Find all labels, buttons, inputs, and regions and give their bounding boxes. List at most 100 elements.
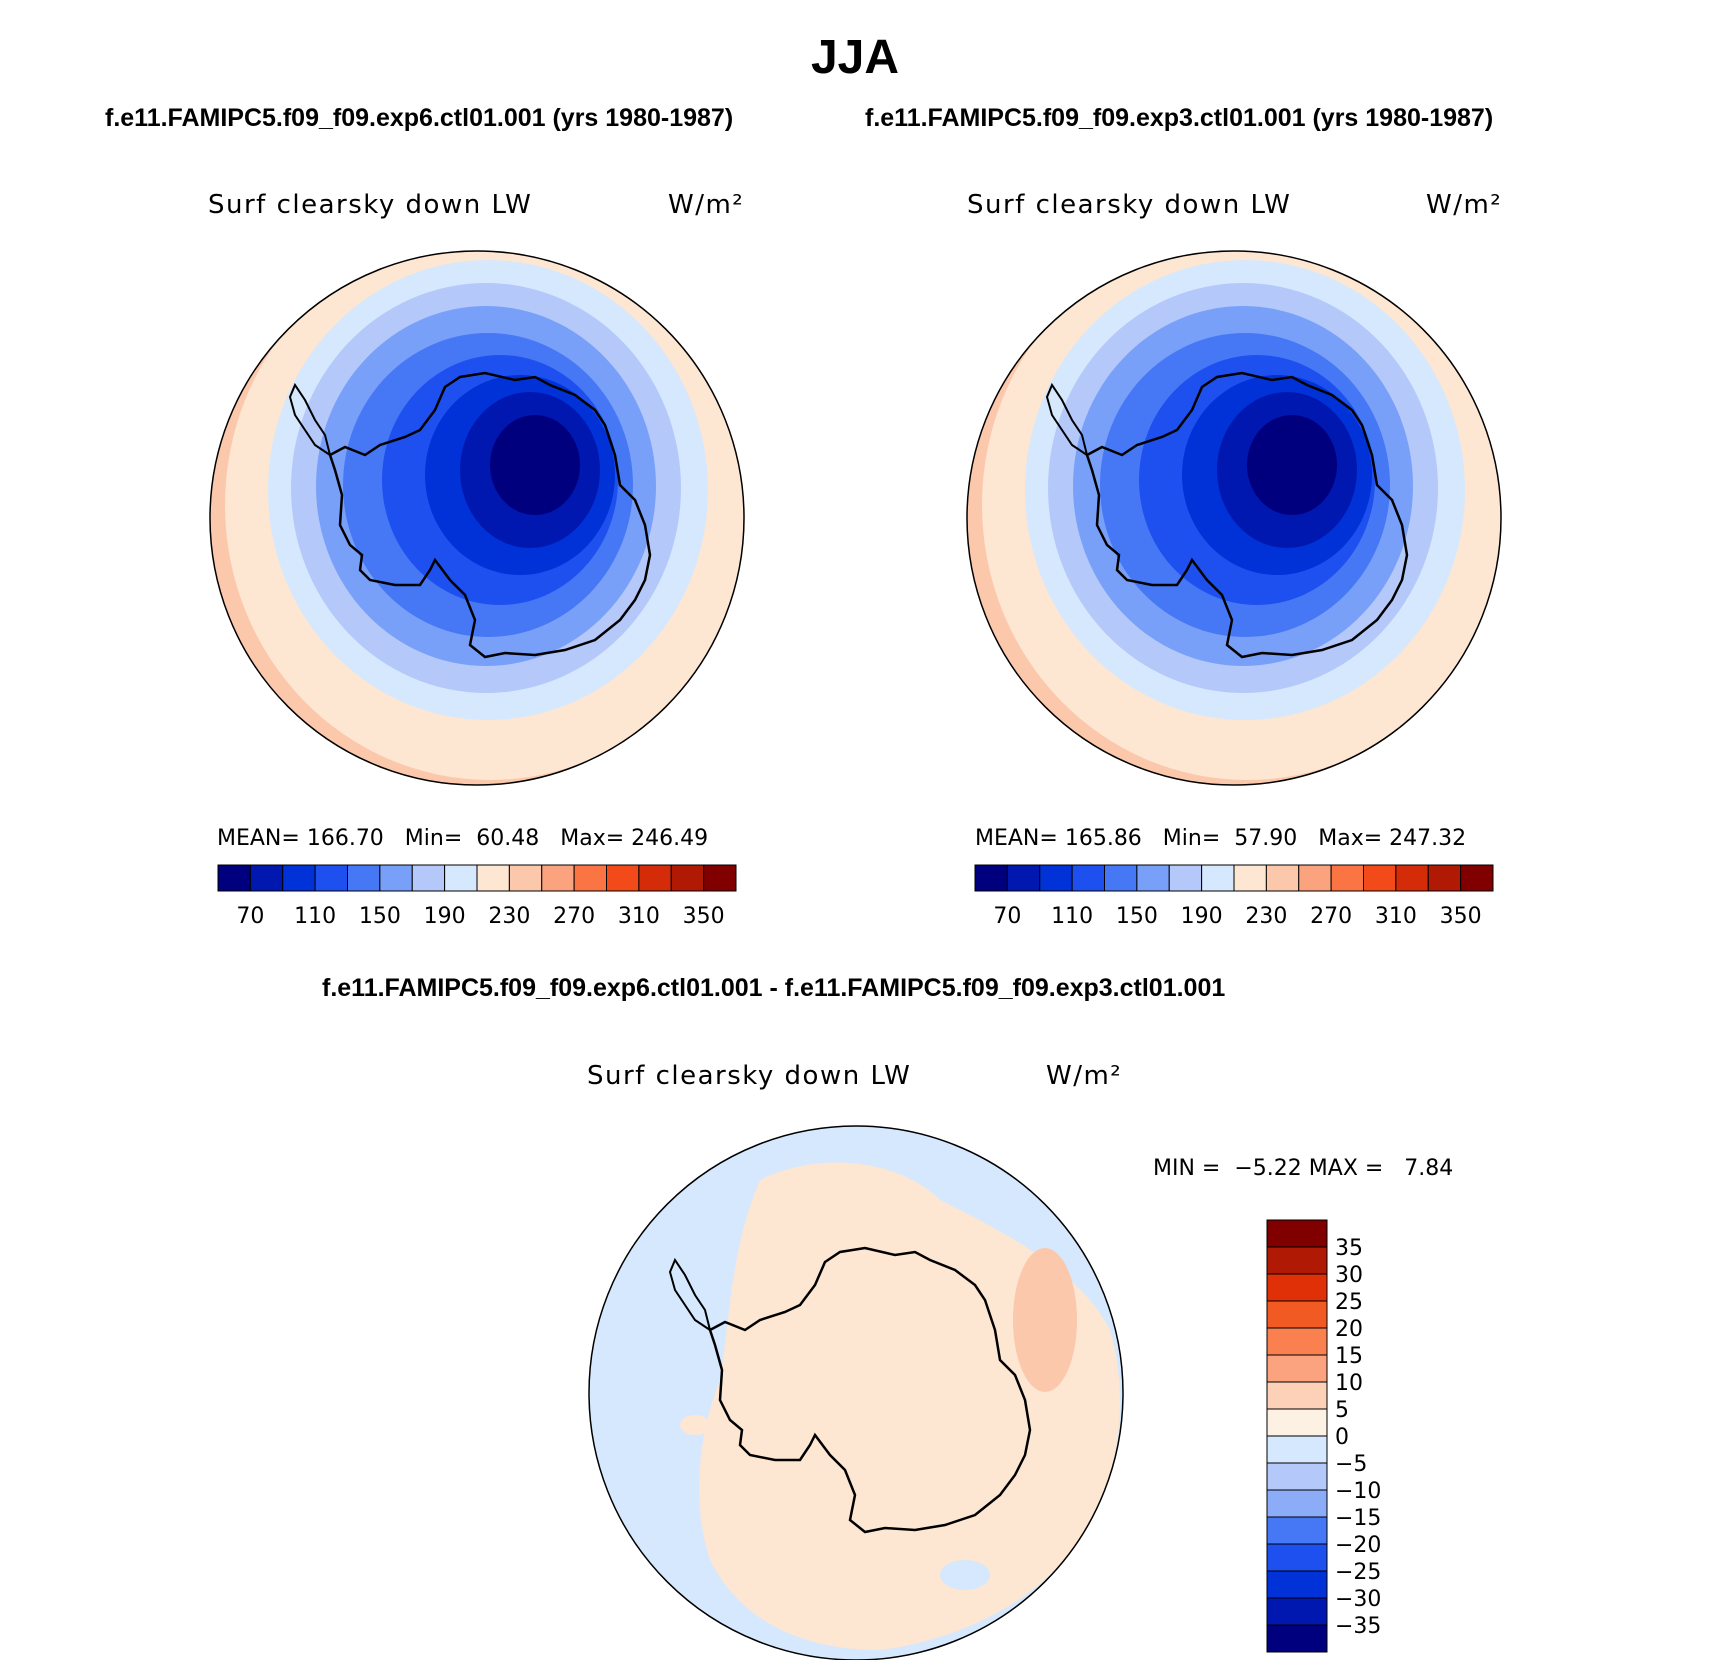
difference-colorbar-swatch (1266, 1597, 1328, 1626)
difference-colorbar-swatch (1266, 1516, 1328, 1545)
panel-1-colorbar-swatch (638, 864, 672, 892)
panel-1-colorbar-swatch (444, 864, 478, 892)
difference-colorbar-swatch (1266, 1462, 1328, 1491)
panel-2-colorbar-label: 70 (993, 904, 1021, 929)
panel-2-colorbar: 70 110 150 190 230 270 310 350 (974, 864, 1494, 929)
panel-2-colorbar-swatch (1363, 864, 1397, 892)
panel-2-colorbar-label: 110 (1051, 904, 1093, 929)
panel-2-mean-label: MEAN= (975, 826, 1058, 851)
panel-1-colorbar-label: 190 (424, 904, 466, 929)
panel-1-colorbar: 70 110 150 190 230 270 310 350 (217, 864, 737, 929)
difference-colorbar-swatch (1266, 1327, 1328, 1356)
difference-min-max: MIN = −5.22 MAX = 7.84 (1153, 1156, 1453, 1181)
panel-2-max-value: 247.32 (1389, 826, 1467, 851)
difference-colorbar-swatch (1266, 1273, 1328, 1302)
difference-min-label: MIN = (1153, 1156, 1221, 1181)
panel-2-colorbar-swatch (1330, 864, 1364, 892)
panel-1-colorbar-swatch (249, 864, 284, 892)
panel-1-colorbar-label: 310 (618, 904, 660, 929)
panel-1-colorbar-swatch (476, 864, 510, 892)
difference-max-label: MAX = (1308, 1156, 1384, 1181)
panel-2-colorbar-swatch (1039, 864, 1073, 892)
difference-colorbar-swatch (1266, 1624, 1328, 1653)
difference-colorbar-label: −25 (1335, 1560, 1381, 1585)
panel-2-min-value: 57.90 (1234, 826, 1298, 851)
panel-1-colorbar-swatch (670, 864, 705, 892)
panel-2-colorbar-swatch (1104, 864, 1138, 892)
difference-colorbar-label: −30 (1335, 1587, 1381, 1612)
panel-1-colorbar-label: 70 (236, 904, 264, 929)
difference-colorbar-label: −15 (1335, 1506, 1381, 1531)
panel-2-min-label: Min= (1162, 826, 1221, 851)
main-title: JJA (810, 31, 900, 84)
difference-colorbar-swatch (1266, 1408, 1328, 1437)
panel-2-mean-value: 165.86 (1064, 826, 1142, 851)
difference-colorbar-swatch (1266, 1300, 1328, 1329)
panel-1-colorbar-swatch (379, 864, 413, 892)
difference-colorbar-label: 5 (1335, 1398, 1349, 1423)
panel-1-colorbar-label: 350 (683, 904, 725, 929)
difference-colorbar-swatch (1266, 1543, 1328, 1572)
difference-colorbar-label: −5 (1335, 1452, 1367, 1477)
panel-1-colorbar-swatch (573, 864, 607, 892)
panel-1-colorbar-swatch (508, 864, 543, 892)
panel-2-colorbar-swatch (1298, 864, 1332, 892)
panel-2-colorbar-label: 150 (1116, 904, 1158, 929)
panel-2-colorbar-swatch (1233, 864, 1267, 892)
panel-1-colorbar-label: 110 (294, 904, 336, 929)
panel-2-colorbar-swatch (974, 864, 1008, 892)
panel-2-colorbar-label: 310 (1375, 904, 1417, 929)
panel-1-colorbar-label: 270 (553, 904, 595, 929)
panel-1-map-border (209, 250, 745, 786)
panel-1-colorbar-swatch (606, 864, 640, 892)
panel-2-units: W/m² (1426, 190, 1503, 220)
panel-1-variable-name: Surf clearsky down LW (208, 190, 533, 220)
difference-units: W/m² (1046, 1061, 1123, 1091)
panel-1-colorbar-label: 230 (488, 904, 530, 929)
difference-colorbar-label: 30 (1335, 1263, 1363, 1288)
panel-2-variable-name: Surf clearsky down LW (967, 190, 1292, 220)
panel-1-stats: MEAN= 166.70 Min= 60.48 Max= 246.49 (217, 826, 708, 851)
difference-colorbar-swatch (1266, 1435, 1328, 1464)
panel-2-colorbar-label: 350 (1440, 904, 1482, 929)
panel-1-colorbar-label: 150 (359, 904, 401, 929)
difference-map (589, 1126, 1123, 1660)
difference-colorbar-label: −10 (1335, 1479, 1381, 1504)
difference-colorbar-swatch (1266, 1354, 1328, 1383)
difference-colorbar-label: 15 (1335, 1344, 1363, 1369)
panel-1-mean-value: 166.70 (306, 826, 384, 851)
panel-2-colorbar-swatch (1395, 864, 1429, 892)
panel-2-colorbar-label: 190 (1181, 904, 1223, 929)
difference-colorbar-label: 0 (1335, 1425, 1349, 1450)
difference-colorbar-swatch (1266, 1489, 1328, 1518)
panel-1-max-value: 246.49 (631, 826, 709, 851)
difference-colorbar-swatch (1266, 1219, 1328, 1248)
difference-colorbar-label: 25 (1335, 1290, 1363, 1315)
panel-1-colorbar-swatch (411, 864, 446, 892)
panel-1-colorbar-swatch (703, 864, 737, 892)
difference-map-border (588, 1125, 1124, 1660)
difference-case-title: f.e11.FAMIPC5.f09_f09.exp6.ctl01.001 - f… (322, 974, 1226, 1002)
difference-colorbar-swatch (1266, 1246, 1328, 1275)
panel-1-min-value: 60.48 (476, 826, 540, 851)
difference-colorbar-label: 20 (1335, 1317, 1363, 1342)
panel-2-max-label: Max= (1318, 826, 1383, 851)
panel-2-colorbar-swatch (1265, 864, 1300, 892)
panel-1-colorbar-swatch (217, 864, 251, 892)
difference-colorbar-swatch (1266, 1381, 1328, 1410)
difference-colorbar-label: 35 (1335, 1236, 1363, 1261)
panel-1-colorbar-swatch (282, 864, 316, 892)
panel-2-colorbar-swatch (1201, 864, 1235, 892)
panel-2-colorbar-label: 230 (1245, 904, 1287, 929)
panel-2-stats: MEAN= 165.86 Min= 57.90 Max= 247.32 (975, 826, 1466, 851)
difference-colorbar-label: −35 (1335, 1614, 1381, 1639)
panel-1-mean-label: MEAN= (217, 826, 300, 851)
difference-max-value: 7.84 (1404, 1156, 1454, 1181)
panel-2-colorbar-swatch (1168, 864, 1203, 892)
panel-1-colorbar-swatch (541, 864, 575, 892)
difference-colorbar-swatch (1266, 1570, 1328, 1599)
panel-1-map (210, 251, 744, 785)
panel-2-colorbar-swatch (1136, 864, 1170, 892)
